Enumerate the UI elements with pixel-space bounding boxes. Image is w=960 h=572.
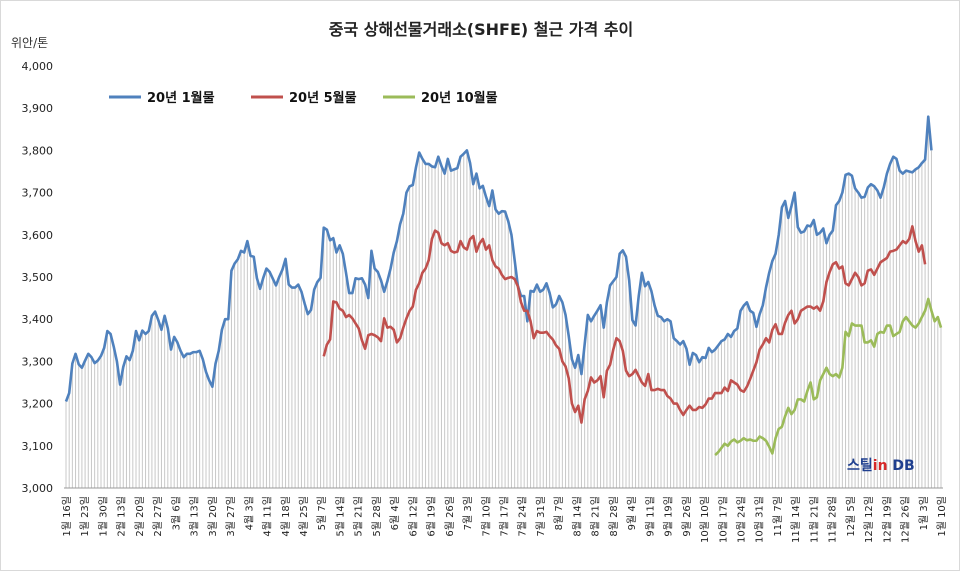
x-tick-label: 11월 14일 (790, 496, 802, 543)
x-tick-label: 5월 28일 (371, 496, 383, 537)
y-tick-label: 3,000 (22, 482, 54, 495)
x-tick-label: 11월 21일 (808, 496, 820, 543)
x-tick-label: 6월 4일 (389, 496, 401, 530)
x-tick-label: 8월 7일 (553, 496, 565, 530)
x-tick-label: 8월 28일 (608, 496, 620, 537)
series-line (64, 115, 933, 402)
x-tick-label: 7월 24일 (517, 496, 529, 537)
legend-label: 20년 1월물 (147, 90, 215, 106)
y-axis-ticks: 3,000 3,100 3,200 3,300 3,400 3,500 3,600 3,700… (22, 60, 54, 495)
x-tick-label: 7월 17일 (499, 496, 511, 537)
series-line (714, 297, 943, 457)
x-tick-label: 10월 31일 (754, 496, 766, 543)
y-tick-label: 3,700 (22, 187, 54, 200)
x-tick-label: 8월 14일 (571, 496, 583, 537)
x-tick-label: 2월 27일 (152, 496, 164, 537)
legend-label: 20년 10월물 (421, 90, 498, 106)
x-tick-label: 4월 18일 (280, 496, 292, 537)
x-tick-label: 1월 16일 (61, 496, 73, 537)
x-tick-label: 6월 19일 (426, 496, 438, 537)
x-tick-label: 9월 26일 (681, 496, 693, 537)
y-tick-label: 3,200 (22, 398, 54, 411)
y-tick-label: 3,300 (22, 355, 54, 368)
x-tick-label: 9월 11일 (644, 496, 656, 537)
x-tick-label: 8월 21일 (590, 496, 602, 537)
x-category-bars (65, 116, 942, 488)
brand-logo: 스틸in DB (847, 458, 915, 474)
x-tick-label: 1월 23일 (79, 496, 91, 537)
y-tick-label: 3,800 (22, 144, 54, 157)
x-tick-label: 10월 17일 (717, 496, 729, 543)
x-tick-label: 2월 20일 (134, 496, 146, 537)
x-tick-label: 7월 3일 (462, 496, 474, 530)
x-tick-label: 4월 25일 (298, 496, 310, 537)
x-tick-label: 12월 12일 (863, 496, 875, 543)
x-tick-label: 6월 12일 (407, 496, 419, 537)
y-tick-label: 4,000 (22, 60, 54, 73)
x-tick-label: 10월 24일 (735, 496, 747, 543)
y-tick-label: 3,600 (22, 229, 54, 242)
x-tick-label: 9월 19일 (663, 496, 675, 537)
series-line (322, 225, 927, 424)
x-tick-label: 1월 10일 (936, 496, 948, 537)
brand-logo-part1: 스틸 (847, 458, 873, 474)
x-tick-label: 2월 13일 (116, 496, 128, 537)
x-tick-label: 3월 20일 (207, 496, 219, 537)
series-lines (64, 115, 943, 457)
x-tick-label: 1월 30일 (97, 496, 109, 537)
x-tick-label: 12월 19일 (881, 496, 893, 543)
legend: 20년 1월물 20년 5월물 20년 10월물 (109, 90, 498, 106)
legend-label: 20년 5월물 (289, 90, 357, 106)
x-tick-label: 7월 10일 (480, 496, 492, 537)
x-tick-label: 9월 4일 (626, 496, 638, 530)
y-tick-label: 3,100 (22, 440, 54, 453)
x-tick-label: 11월 28일 (827, 496, 839, 543)
x-tick-label: 11월 7일 (772, 496, 784, 537)
chart-title: 중국 상해선물거래소(SHFE) 철근 가격 추이 (329, 20, 633, 39)
y-tick-label: 3,900 (22, 102, 54, 115)
x-axis-ticks: 1월 16일 1월 23일 1월 30일 2월 13일 2월 20일 2월 27일 3월 6… (61, 496, 948, 543)
y-axis-unit-label: 위안/톤 (11, 36, 48, 50)
x-tick-label: 5월 21일 (353, 496, 365, 537)
x-tick-label: 12월 5일 (845, 496, 857, 537)
x-tick-label: 7월 31일 (535, 496, 547, 537)
x-tick-label: 3월 27일 (225, 496, 237, 537)
x-tick-label: 3월 13일 (189, 496, 201, 537)
x-tick-label: 10월 10일 (699, 496, 711, 543)
x-tick-label: 5월 7일 (316, 496, 328, 530)
x-tick-label: 1월 3일 (918, 496, 930, 530)
x-tick-label: 12월 26일 (900, 496, 912, 543)
x-tick-label: 6월 26일 (444, 496, 456, 537)
x-tick-label: 4월 11일 (262, 496, 274, 537)
x-tick-label: 5월 14일 (334, 496, 346, 537)
brand-logo-part2: in (873, 458, 888, 474)
brand-logo-part3: DB (888, 458, 915, 474)
y-tick-label: 3,500 (22, 271, 54, 284)
x-tick-label: 4월 3일 (243, 496, 255, 530)
x-tick-label: 3월 6일 (170, 496, 182, 530)
y-tick-label: 3,400 (22, 313, 54, 326)
